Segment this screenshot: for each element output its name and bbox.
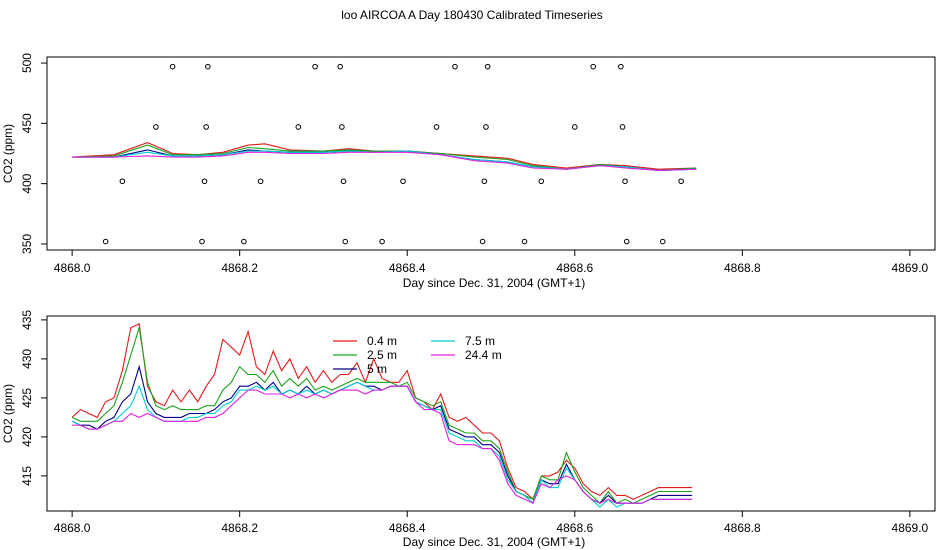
y-tick-label: 400 (20, 173, 34, 193)
data-point (257, 178, 264, 185)
data-point (295, 124, 302, 130)
data-point (312, 63, 318, 70)
data-point (205, 63, 211, 70)
data-point (521, 238, 528, 245)
data-point (590, 63, 597, 70)
data-point (203, 124, 209, 130)
y-tick-label: 420 (20, 427, 34, 447)
data-point (339, 124, 345, 130)
x-tick-label: 4868.6 (556, 261, 593, 275)
y-tick-label: 350 (20, 234, 34, 254)
y-tick-label: 425 (20, 388, 34, 408)
y-tick-label: 415 (20, 466, 34, 486)
x-tick-label: 4868.2 (221, 521, 258, 535)
x-tick-label: 4868.2 (221, 261, 258, 275)
x-axis-label: Day since Dec. 31, 2004 (GMT+1) (403, 535, 585, 549)
x-tick-label: 4868.0 (54, 261, 91, 275)
bottom-panel: 4868.0 4868.2 4868.4 4868.6 4868.8 4869.0 415 4… (1, 310, 936, 549)
data-point (102, 238, 109, 245)
data-point (169, 63, 176, 70)
legend-label: 7.5 m (465, 334, 495, 348)
legend-label: 2.5 m (367, 348, 397, 362)
data-point (678, 178, 684, 185)
y-tick-label: 435 (20, 310, 34, 330)
data-point (623, 238, 630, 245)
data-point (479, 238, 486, 245)
y-tick-label: 450 (20, 113, 34, 133)
data-point (618, 63, 624, 70)
data-point (538, 178, 545, 185)
series-line (72, 149, 697, 171)
series-line (71, 364, 693, 505)
data-point (337, 63, 344, 70)
data-point (379, 238, 385, 245)
series-line (72, 385, 693, 504)
data-point (340, 178, 347, 185)
series-line (72, 151, 697, 171)
data-point (433, 124, 440, 130)
series-line (72, 144, 697, 171)
legend-label: 5 m (367, 362, 387, 376)
x-tick-label: 4869.0 (892, 521, 929, 535)
data-point (199, 238, 205, 245)
y-axis-label: CO2 (ppm) (1, 384, 15, 443)
data-point (571, 124, 578, 130)
y-tick-label: 500 (20, 53, 34, 73)
top-panel: 4868.0 4868.2 4868.4 4868.6 4868.8 4869.0 350 4… (1, 53, 936, 290)
data-point (153, 124, 159, 130)
series-line (71, 327, 693, 505)
x-tick-label: 4868.4 (389, 521, 426, 535)
series-line (72, 142, 697, 170)
series-line (71, 381, 693, 508)
chart-title: loo AIRCOA A Day 180430 Calibrated Times… (341, 8, 602, 22)
x-tick-label: 4868.0 (54, 521, 91, 535)
data-point (481, 178, 488, 185)
data-point (342, 238, 349, 245)
legend: 0.4 m2.5 m5 m 7.5 m24.4 m (333, 334, 502, 376)
legend-label: 0.4 m (367, 334, 397, 348)
x-tick-label: 4868.4 (389, 261, 426, 275)
data-point (201, 178, 208, 185)
x-tick-label: 4869.0 (892, 261, 929, 275)
x-tick-label: 4868.8 (724, 261, 761, 275)
data-point (619, 124, 626, 130)
plot-frame (46, 315, 936, 512)
series-line (71, 322, 693, 501)
x-tick-label: 4868.6 (556, 521, 593, 535)
y-tick-label: 430 (20, 349, 34, 369)
data-point (119, 178, 126, 185)
legend-label: 24.4 m (465, 348, 502, 362)
x-axis-label: Day since Dec. 31, 2004 (GMT+1) (403, 276, 585, 290)
data-point (452, 63, 458, 70)
plot-frame (46, 56, 936, 251)
data-point (622, 178, 628, 185)
data-point (484, 63, 491, 70)
data-point (241, 238, 247, 245)
data-point (659, 238, 666, 245)
x-tick-label: 4868.8 (724, 521, 761, 535)
y-axis-label: CO2 (ppm) (1, 124, 15, 183)
data-point (483, 124, 489, 130)
data-point (400, 178, 406, 185)
